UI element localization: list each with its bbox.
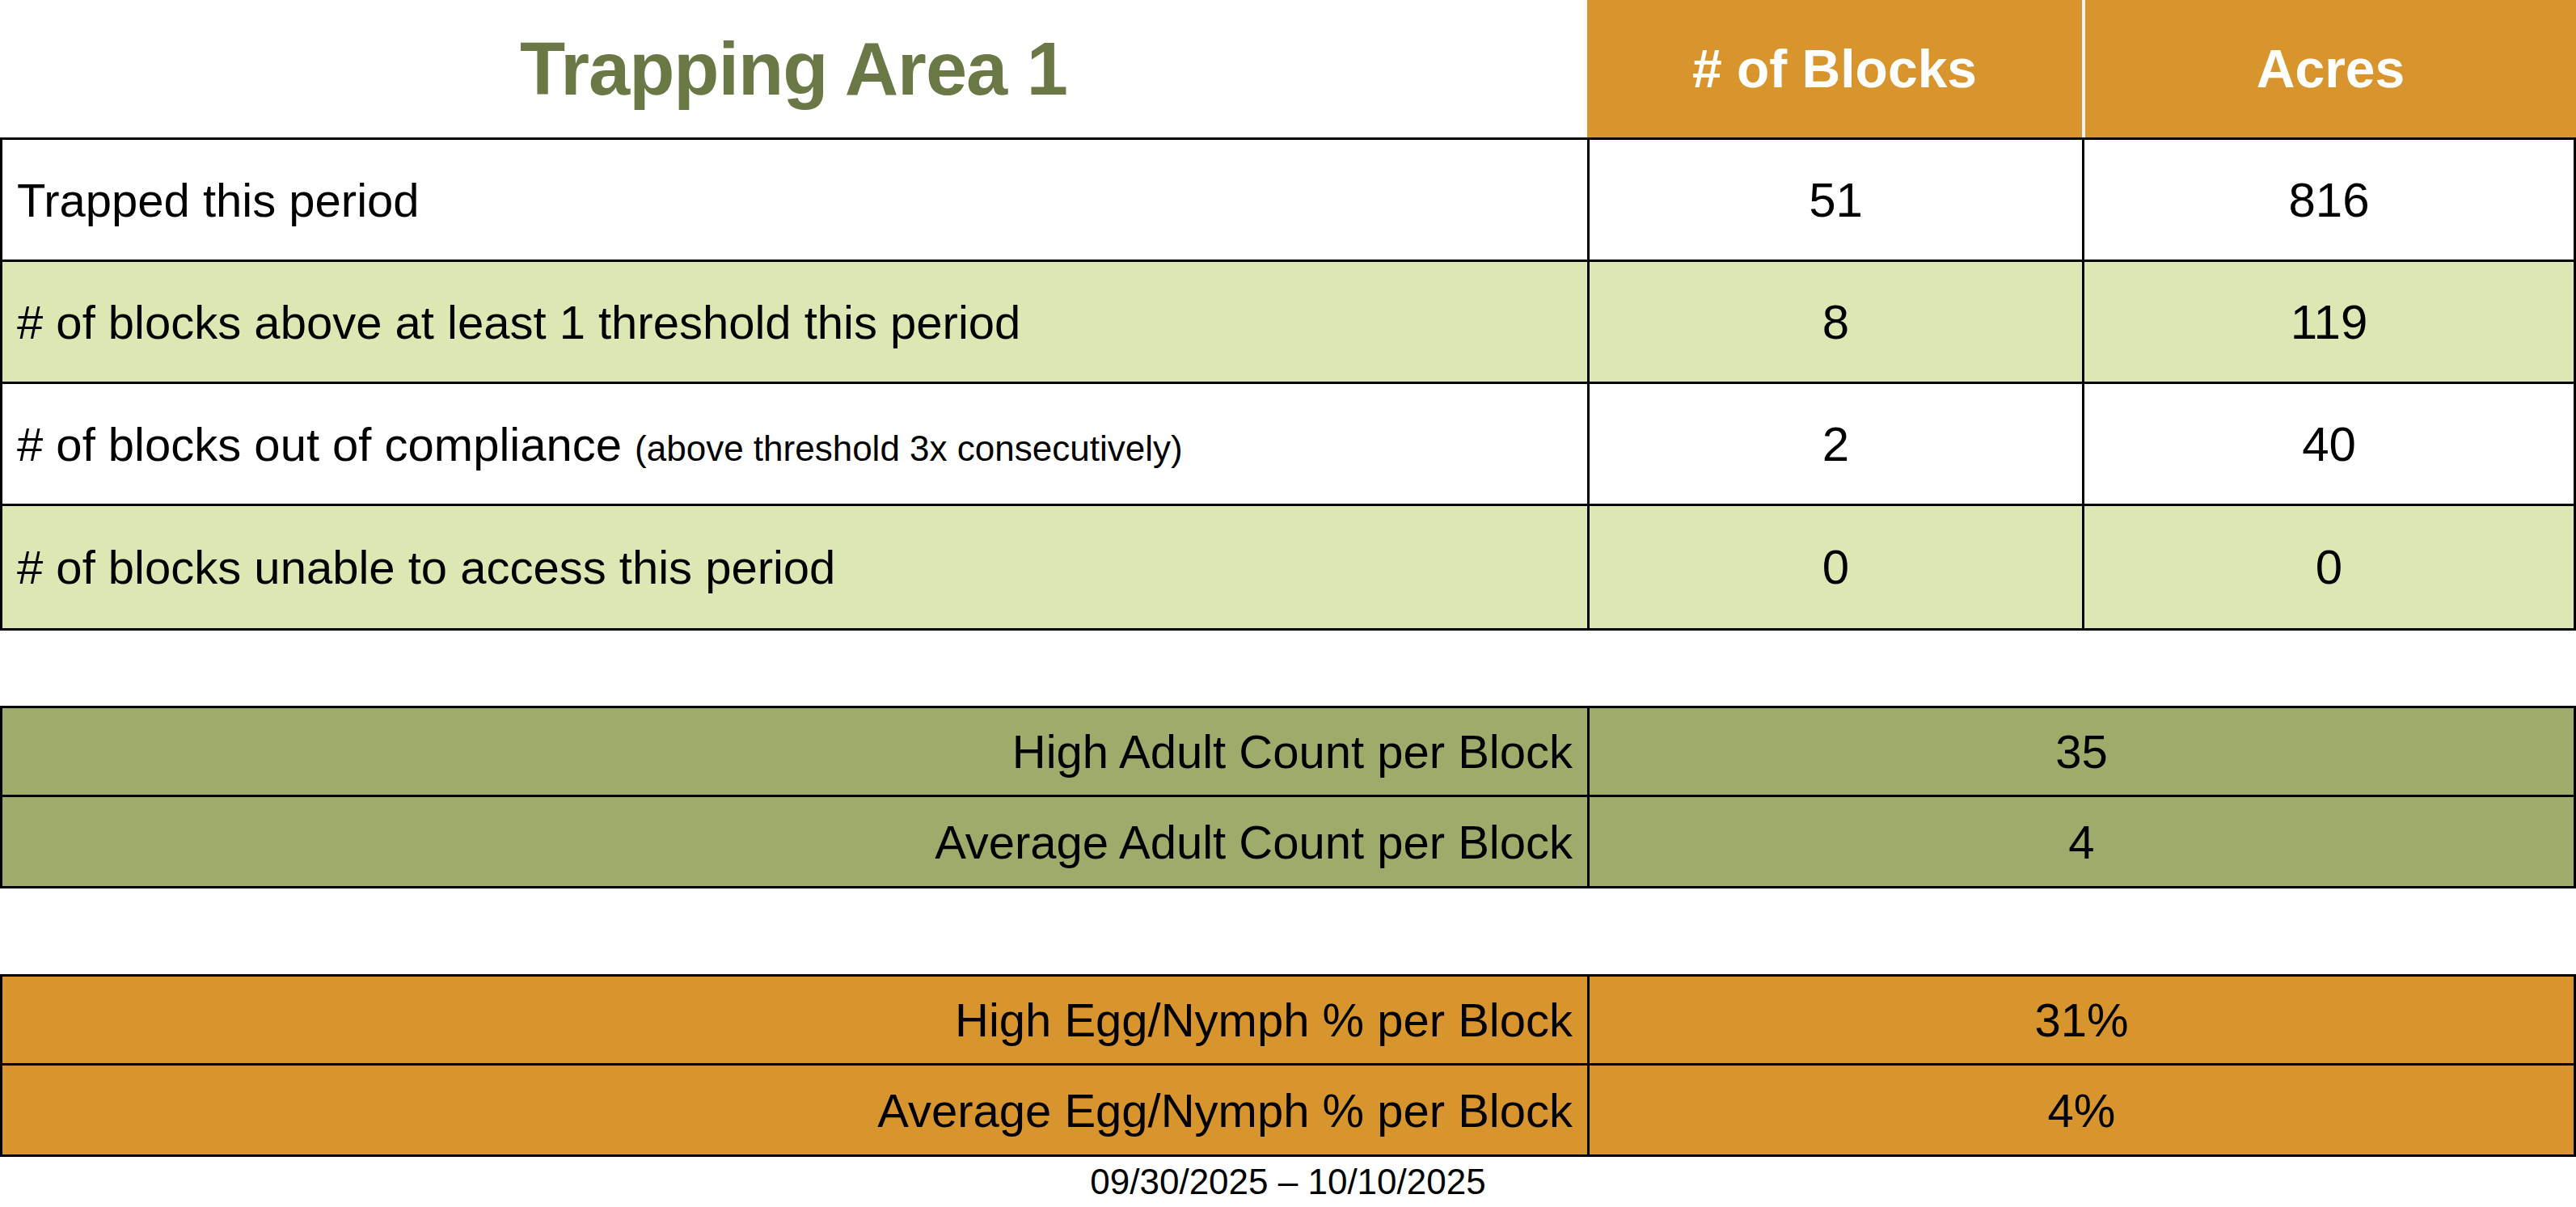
table-header-row: Trapping Area 1 # of Blocks Acres (0, 0, 2576, 137)
row-value: 35 (1587, 708, 2574, 795)
cell-blocks-value: 51 (1587, 140, 2082, 260)
row-label: High Egg/Nymph % per Block (2, 977, 1587, 1063)
report-title-cell: Trapping Area 1 (0, 0, 1587, 137)
summary-table: Trapped this period 51 816 # of blocks a… (0, 137, 2576, 631)
row-label: High Adult Count per Block (2, 708, 1587, 795)
spacer (0, 631, 2576, 706)
average-egg-nymph-row: Average Egg/Nymph % per Block 4% (2, 1066, 2574, 1154)
high-egg-nymph-row: High Egg/Nymph % per Block 31% (2, 977, 2574, 1066)
date-range: 09/30/2025 – 10/10/2025 (0, 1157, 2576, 1207)
row-value: 31% (1587, 977, 2574, 1063)
cell-blocks-value: 0 (1587, 506, 2082, 628)
row-note: (above threshold 3x consecutively) (635, 428, 1182, 468)
row-label: Average Egg/Nymph % per Block (2, 1066, 1587, 1154)
egg-nymph-section: High Egg/Nymph % per Block 31% Average E… (0, 974, 2576, 1157)
row-label: # of blocks out of compliance (17, 418, 635, 471)
adult-count-section: High Adult Count per Block 35 Average Ad… (0, 706, 2576, 888)
row-label-cell: # of blocks out of compliance (above thr… (2, 384, 1587, 504)
page-title: Trapping Area 1 (520, 27, 1067, 112)
average-adult-count-row: Average Adult Count per Block 4 (2, 797, 2574, 886)
row-label: Trapped this period (17, 174, 420, 226)
row-value: 4% (1587, 1066, 2574, 1154)
row-label: Average Adult Count per Block (2, 797, 1587, 886)
row-label-cell: # of blocks unable to access this period (2, 506, 1587, 628)
table-row-trapped: Trapped this period 51 816 (2, 140, 2574, 262)
row-value: 4 (1587, 797, 2574, 886)
cell-blocks-value: 2 (1587, 384, 2082, 504)
table-row-out-of-compliance: # of blocks out of compliance (above thr… (2, 384, 2574, 506)
row-label-cell: # of blocks above at least 1 threshold t… (2, 262, 1587, 382)
column-header-blocks: # of Blocks (1587, 0, 2082, 137)
spacer (0, 888, 2576, 974)
table-row-unable-to-access: # of blocks unable to access this period… (2, 506, 2574, 628)
cell-acres-value: 40 (2082, 384, 2574, 504)
row-label-cell: Trapped this period (2, 140, 1587, 260)
cell-acres-value: 0 (2082, 506, 2574, 628)
table-row-above-threshold: # of blocks above at least 1 threshold t… (2, 262, 2574, 384)
cell-acres-value: 816 (2082, 140, 2574, 260)
cell-blocks-value: 8 (1587, 262, 2082, 382)
row-label: # of blocks unable to access this period (17, 541, 835, 593)
trapping-report: Trapping Area 1 # of Blocks Acres Trappe… (0, 0, 2576, 1207)
row-label: # of blocks above at least 1 threshold t… (17, 296, 1020, 348)
cell-acres-value: 119 (2082, 262, 2574, 382)
high-adult-count-row: High Adult Count per Block 35 (2, 708, 2574, 797)
column-header-acres: Acres (2082, 0, 2576, 137)
